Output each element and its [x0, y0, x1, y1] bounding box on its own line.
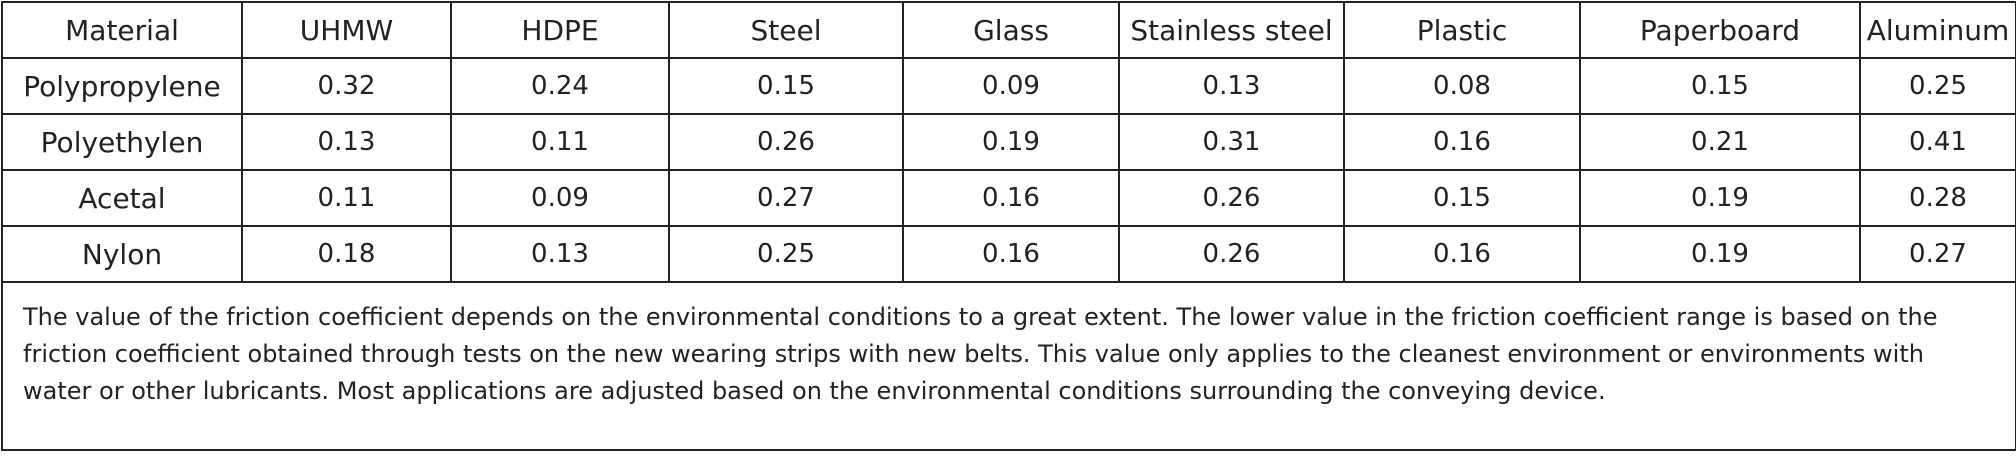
table-cell: 0.13 [241, 113, 452, 171]
table-cell: 0.16 [902, 225, 1120, 283]
table-body: Material UHMW HDPE Steel Glass Stainless stee… [1, 1, 2016, 451]
table-cell: 0.31 [1118, 113, 1345, 171]
header-cell: Plastic [1343, 1, 1581, 59]
table-cell: 0.41 [1859, 113, 2016, 171]
table-cell: 0.28 [1859, 169, 2016, 227]
table-cell: 0.27 [1859, 225, 2016, 283]
table-cell: 0.13 [1118, 57, 1345, 115]
table-cell: 0.26 [1118, 225, 1345, 283]
table-cell: 0.16 [1343, 225, 1581, 283]
table-cell: 0.32 [241, 57, 452, 115]
row-label: Nylon [1, 225, 243, 283]
header-cell: Glass [902, 1, 1120, 59]
table-cell: 0.11 [241, 169, 452, 227]
table-cell: 0.18 [241, 225, 452, 283]
table-cell: 0.15 [1579, 57, 1861, 115]
table-cell: 0.08 [1343, 57, 1581, 115]
header-cell: Steel [668, 1, 904, 59]
header-cell: Paperboard [1579, 1, 1861, 59]
table-cell: 0.24 [450, 57, 670, 115]
table-cell: 0.15 [1343, 169, 1581, 227]
header-cell: Material [1, 1, 243, 59]
table-cell: 0.21 [1579, 113, 1861, 171]
data-row: Polypropylene 0.32 0.24 0.15 0.09 0.13 0.08 0.1… [1, 57, 2016, 115]
table-cell: 0.15 [668, 57, 904, 115]
header-cell: Aluminum [1859, 1, 2016, 59]
table-cell: 0.16 [902, 169, 1120, 227]
header-row: Material UHMW HDPE Steel Glass Stainless stee… [1, 1, 2016, 59]
data-row: Nylon 0.18 0.13 0.25 0.16 0.26 0.16 0.19 0.27 [1, 225, 2016, 283]
row-label: Polypropylene [1, 57, 243, 115]
table-cell: 0.27 [668, 169, 904, 227]
note-row: The value of the friction coefficient de… [1, 281, 2016, 451]
table-cell: 0.25 [1859, 57, 2016, 115]
data-row: Polyethylen 0.13 0.11 0.26 0.19 0.31 0.16 0.21 0… [1, 113, 2016, 171]
friction-table: Material UHMW HDPE Steel Glass Stainless stee… [1, 1, 2016, 451]
table-cell: 0.09 [902, 57, 1120, 115]
table-cell: 0.19 [1579, 169, 1861, 227]
row-label: Acetal [1, 169, 243, 227]
header-cell: UHMW [241, 1, 452, 59]
table-cell: 0.19 [902, 113, 1120, 171]
row-label: Polyethylen [1, 113, 243, 171]
header-cell: Stainless steel [1118, 1, 1345, 59]
table-cell: 0.11 [450, 113, 670, 171]
table-cell: 0.16 [1343, 113, 1581, 171]
table-cell: 0.26 [668, 113, 904, 171]
note-text: The value of the friction coefficient de… [1, 281, 2016, 451]
header-cell: HDPE [450, 1, 670, 59]
data-row: Acetal 0.11 0.09 0.27 0.16 0.26 0.15 0.19 0.28 [1, 169, 2016, 227]
table-cell: 0.26 [1118, 169, 1345, 227]
table-cell: 0.19 [1579, 225, 1861, 283]
table-cell: 0.25 [668, 225, 904, 283]
table-cell: 0.13 [450, 225, 670, 283]
table-cell: 0.09 [450, 169, 670, 227]
